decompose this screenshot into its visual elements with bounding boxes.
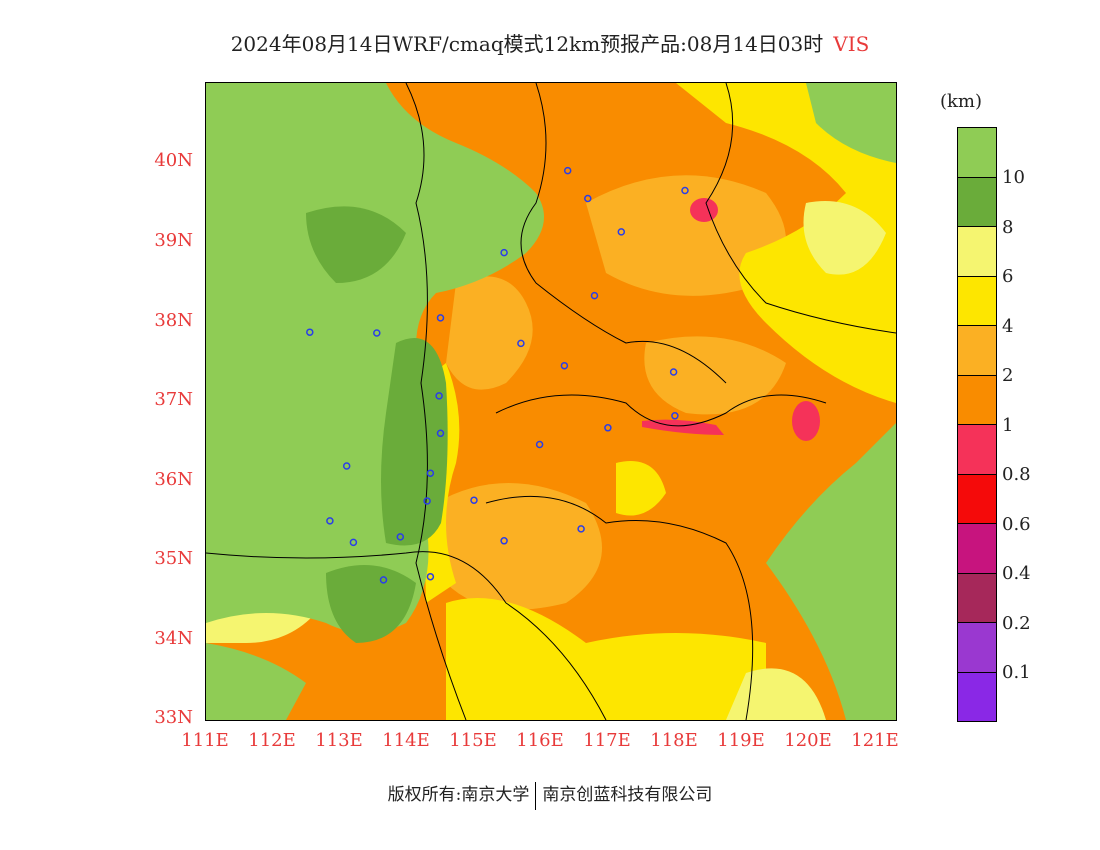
legend-colorbar: [957, 127, 997, 722]
station-marker: [560, 361, 569, 370]
station-marker: [517, 339, 525, 348]
station-marker: [426, 572, 435, 581]
station-marker: [373, 329, 381, 337]
legend-swatch-7: [958, 475, 996, 524]
visibility-field-green: [206, 643, 306, 720]
legend-label-2: 2: [1002, 365, 1014, 386]
lon-label-120e: 120E: [784, 730, 832, 751]
legend-swatch-2: [958, 227, 996, 277]
lon-label-112e: 112E: [248, 730, 296, 751]
legend-swatch-4: [958, 326, 996, 376]
station-marker: [500, 537, 508, 545]
station-marker: [342, 462, 351, 470]
station-marker: [669, 368, 678, 376]
visibility-field-green: [766, 423, 896, 720]
visibility-field-dark-green: [381, 338, 448, 546]
station-markers: [306, 166, 689, 584]
station-marker: [396, 533, 405, 541]
lat-label-34n: 34N: [154, 628, 193, 649]
station-marker: [436, 314, 445, 322]
footer-left: 版权所有:南京大学: [387, 785, 530, 805]
lon-label-114e: 114E: [382, 730, 430, 751]
lon-label-121e: 121E: [851, 730, 899, 751]
legend-unit: (km): [940, 91, 983, 112]
station-marker: [681, 186, 689, 195]
visibility-field-green: [206, 83, 544, 633]
lat-label-38n: 38N: [154, 310, 193, 331]
legend-label-1: 1: [1002, 415, 1014, 436]
visibility-core-pink: [642, 419, 724, 435]
visibility-core-pink: [792, 401, 820, 441]
visibility-field-light-orange: [436, 483, 602, 610]
station-marker: [577, 525, 585, 533]
legend-label-8: 8: [1002, 217, 1014, 238]
map-title: 2024年08月14日WRF/cmaq模式12km预报产品:08月14日03时 V…: [0, 28, 1100, 57]
station-marker: [326, 517, 334, 525]
visibility-field-dark-green: [326, 565, 416, 643]
copyright-footer: 版权所有:南京大学 南京创蓝科技有限公司: [0, 780, 1100, 810]
lat-label-35n: 35N: [154, 548, 193, 569]
lon-label-115e: 115E: [449, 730, 497, 751]
lat-label-39n: 39N: [154, 230, 193, 251]
legend-swatch-5: [958, 376, 996, 425]
visibility-field-light-orange: [644, 336, 786, 415]
legend-swatch-3: [958, 277, 996, 326]
visibility-field-yellow: [616, 461, 666, 516]
legend-label-10: 10: [1002, 167, 1025, 188]
station-marker: [349, 538, 358, 547]
lon-label-118e: 118E: [650, 730, 698, 751]
visibility-field-dark-green: [306, 206, 406, 283]
visibility-field-yellow: [446, 598, 766, 720]
station-marker: [436, 429, 445, 438]
lon-label-119e: 119E: [717, 730, 765, 751]
station-marker: [435, 392, 443, 400]
legend-label-4: 4: [1002, 316, 1014, 337]
province-boundaries: [206, 83, 896, 720]
visibility-field-green: [806, 83, 896, 163]
lat-label-36n: 36N: [154, 469, 193, 490]
legend-swatch-0: [958, 128, 996, 178]
visibility-field-pale-yellow: [803, 201, 886, 275]
footer-right: 南京创蓝科技有限公司: [542, 785, 713, 805]
title-text: 2024年08月14日WRF/cmaq模式12km预报产品:08月14日03时: [230, 32, 824, 56]
footer-separator: [535, 781, 537, 810]
station-marker: [535, 440, 544, 449]
station-marker: [423, 497, 431, 505]
lon-label-113e: 113E: [315, 730, 363, 751]
legend-swatch-1: [958, 178, 996, 227]
station-marker: [563, 166, 572, 175]
station-marker: [590, 291, 599, 300]
map-canvas: [206, 83, 896, 720]
station-marker: [306, 328, 314, 336]
station-marker: [379, 576, 388, 584]
visibility-field-light-orange: [446, 276, 533, 390]
station-marker: [470, 496, 478, 504]
lon-label-117e: 117E: [583, 730, 631, 751]
lat-label-37n: 37N: [154, 389, 193, 410]
station-marker: [426, 469, 435, 477]
lon-label-116e: 116E: [516, 730, 564, 751]
legend-label-0-2: 0.2: [1002, 613, 1031, 634]
title-variable: VIS: [833, 32, 870, 56]
visibility-map: [205, 82, 897, 721]
legend-label-0-6: 0.6: [1002, 514, 1031, 535]
lat-label-40n: 40N: [154, 150, 193, 171]
lat-label-33n: 33N: [154, 707, 193, 728]
legend-label-0-4: 0.4: [1002, 563, 1031, 584]
lon-label-111e: 111E: [181, 730, 229, 751]
station-marker: [500, 248, 508, 257]
legend-label-0-1: 0.1: [1002, 662, 1031, 683]
legend-swatch-11: [958, 673, 996, 721]
visibility-core-pink: [690, 198, 718, 222]
legend-swatch-6: [958, 425, 996, 475]
legend-swatch-9: [958, 574, 996, 623]
legend-label-6: 6: [1002, 266, 1014, 287]
legend-swatch-8: [958, 524, 996, 574]
legend-label-0-8: 0.8: [1002, 464, 1031, 485]
legend-swatch-10: [958, 623, 996, 673]
station-marker: [617, 228, 626, 236]
station-marker: [604, 424, 612, 432]
station-marker: [671, 412, 679, 420]
station-marker: [584, 194, 592, 203]
